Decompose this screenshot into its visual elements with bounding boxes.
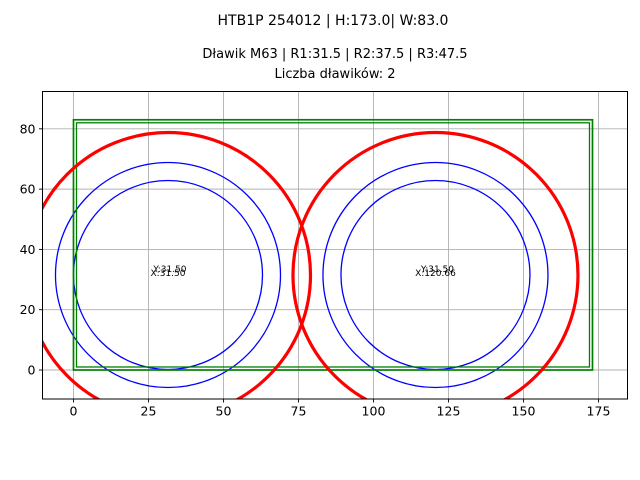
svg-text:20: 20 <box>20 302 36 317</box>
svg-text:125: 125 <box>437 404 461 419</box>
svg-text:175: 175 <box>587 404 611 419</box>
gland-inner-circles <box>54 161 549 389</box>
svg-text:60: 60 <box>20 182 36 197</box>
plot-border <box>42 91 628 400</box>
gland-outer-circles <box>42 130 580 399</box>
svg-text:Y:31.50: Y:31.50 <box>152 265 186 275</box>
svg-text:25: 25 <box>141 404 157 419</box>
svg-text:75: 75 <box>291 404 307 419</box>
svg-text:0: 0 <box>28 362 36 377</box>
figure-title: HTB1P 254012 | H:173.0| W:83.0 <box>217 13 449 29</box>
svg-text:80: 80 <box>20 121 36 136</box>
plot-subtitle: Dławik M63 | R1:31.5 | R2:37.5 | R3:47.5 <box>202 47 468 62</box>
gland-center-labels: Y:31.50X:31.50 Y:31.50X:120.66 <box>151 265 457 279</box>
svg-text:50: 50 <box>216 404 232 419</box>
housing-outline <box>72 118 594 371</box>
svg-text:0: 0 <box>70 404 78 419</box>
svg-text:150: 150 <box>512 404 536 419</box>
svg-text:X:120.66: X:120.66 <box>415 269 456 279</box>
x-axis-ticks: 0 25 50 75 100 125 150 175 <box>70 399 611 419</box>
svg-text:40: 40 <box>20 242 36 257</box>
plot-title: Liczba dławików: 2 <box>274 67 396 82</box>
y-axis-ticks: 0 20 40 60 80 <box>20 121 43 377</box>
svg-text:100: 100 <box>362 404 386 419</box>
svg-text:X:31.50: X:31.50 <box>151 269 186 279</box>
svg-text:Y:31.50: Y:31.50 <box>420 265 454 275</box>
